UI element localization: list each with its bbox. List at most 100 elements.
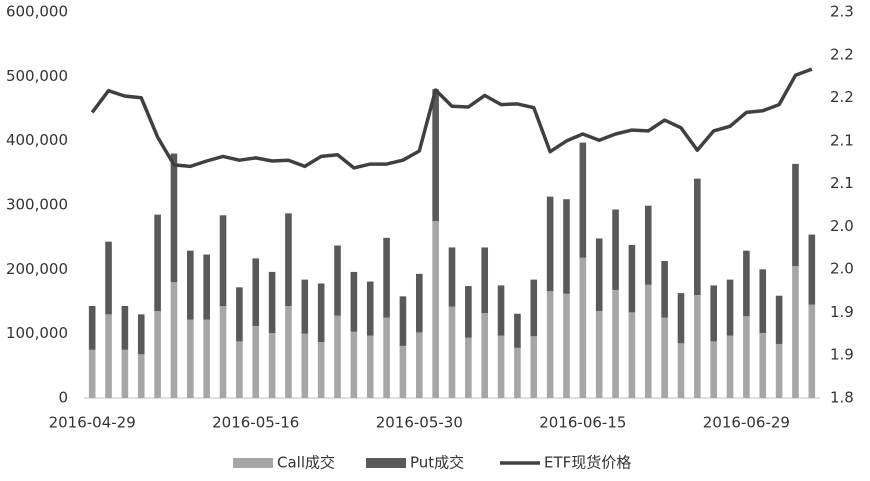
bar-segment — [301, 279, 309, 334]
bar-segment — [677, 343, 685, 398]
legend-label: Call成交 — [277, 454, 335, 472]
y2-tick-label: 1.9 — [830, 345, 854, 363]
bar-segment — [514, 347, 521, 398]
y2-tick-label: 2.0 — [830, 217, 854, 235]
bar-segment — [661, 260, 668, 318]
bar-segment — [481, 313, 489, 398]
bar-segment — [105, 314, 112, 398]
bar-segment — [546, 196, 554, 292]
bar-segment — [399, 345, 407, 398]
y2-tick-label: 2.1 — [830, 174, 854, 192]
legend-label: ETF现货价格 — [544, 454, 631, 472]
bar-segment — [563, 199, 570, 294]
bar-segment — [366, 335, 374, 398]
bar-segment — [595, 238, 603, 312]
bar-segment — [726, 279, 734, 336]
y2-tick-label: 2.3 — [830, 3, 854, 21]
bar-segment — [334, 315, 341, 398]
y-tick-label: 600,000 — [6, 3, 68, 21]
bar-segment — [644, 205, 652, 285]
bar-segment — [415, 332, 423, 398]
x-tick-label: 2016-06-29 — [703, 414, 790, 432]
bar-segment — [743, 316, 750, 398]
bar-segment — [399, 296, 407, 346]
y2-tick-label: 2.2 — [830, 46, 854, 64]
bar-segment — [694, 178, 701, 296]
bar-segment — [268, 271, 276, 334]
legend-swatch — [366, 458, 406, 468]
bar-segment — [710, 285, 717, 342]
x-tick-label: 2016-06-15 — [539, 414, 626, 432]
bar-segment — [236, 341, 243, 398]
y2-tick-label: 1.9 — [830, 303, 854, 321]
bar-segment — [579, 142, 587, 258]
bar-segment — [710, 341, 717, 398]
y2-tick-label: 2.0 — [830, 260, 854, 278]
bar-segment — [448, 306, 456, 398]
bar-segment — [350, 271, 358, 332]
bar-segment — [497, 285, 505, 336]
x-tick-label: 2016-05-16 — [212, 414, 299, 432]
bar-segment — [285, 213, 292, 307]
y-tick-label: 0 — [58, 389, 68, 407]
bar-segment — [612, 209, 619, 290]
bar-segment — [154, 214, 161, 312]
bar-segment — [726, 335, 734, 398]
bar-segment — [285, 306, 292, 398]
bar-segment — [154, 311, 161, 398]
bar-segment — [219, 215, 227, 307]
bar-segment — [792, 163, 799, 267]
y-tick-label: 100,000 — [6, 324, 68, 342]
x-tick-label: 2016-04-29 — [49, 414, 136, 432]
legend-label: Put成交 — [410, 454, 464, 472]
bar-segment — [170, 282, 178, 398]
bar-segment — [759, 269, 767, 334]
bar-segment — [317, 342, 325, 398]
bar-segment — [432, 89, 439, 222]
bar-segment — [187, 250, 194, 320]
bar-segment — [301, 333, 309, 398]
bar-segment — [432, 221, 439, 398]
bar-segment — [743, 250, 750, 317]
bar-segment — [252, 325, 260, 398]
bar-segment — [334, 245, 341, 316]
bar-segment — [612, 289, 619, 398]
bar-segment — [187, 319, 194, 398]
bar-segment — [350, 331, 358, 398]
bar-segment — [203, 254, 210, 320]
bar-segment — [203, 319, 210, 398]
bar-segment — [563, 293, 570, 398]
bar-segment — [448, 247, 456, 307]
bar-segment — [677, 293, 685, 344]
bar-segment — [366, 281, 374, 336]
bar-segment — [530, 336, 538, 398]
bar-segment — [88, 349, 96, 398]
legend-swatch — [233, 458, 273, 468]
bar-segment — [759, 333, 767, 398]
y2-tick-label: 2.2 — [830, 88, 854, 106]
bar-segment — [383, 317, 390, 398]
y-tick-label: 300,000 — [6, 196, 68, 214]
bar-segment — [219, 306, 227, 398]
bar-segment — [415, 273, 423, 333]
y2-tick-label: 2.1 — [830, 131, 854, 149]
bar-segment — [481, 247, 489, 314]
bar-segment — [546, 291, 554, 398]
y-tick-label: 200,000 — [6, 260, 68, 278]
bar-segment — [595, 311, 603, 398]
bar-segment — [694, 295, 701, 398]
bar-segment — [121, 306, 129, 350]
bar-segment — [137, 354, 145, 398]
bar-segment — [775, 295, 783, 344]
bar-segment — [628, 312, 636, 398]
bar-segment — [775, 343, 783, 398]
bar-segment — [465, 337, 472, 398]
bar-segment — [317, 283, 325, 343]
x-tick-label: 2016-05-30 — [376, 414, 463, 432]
bar-segment — [268, 333, 276, 398]
bar-segment — [530, 279, 538, 337]
bar-segment — [383, 237, 390, 318]
bar-segment — [121, 349, 129, 398]
bar-segment — [808, 304, 816, 398]
